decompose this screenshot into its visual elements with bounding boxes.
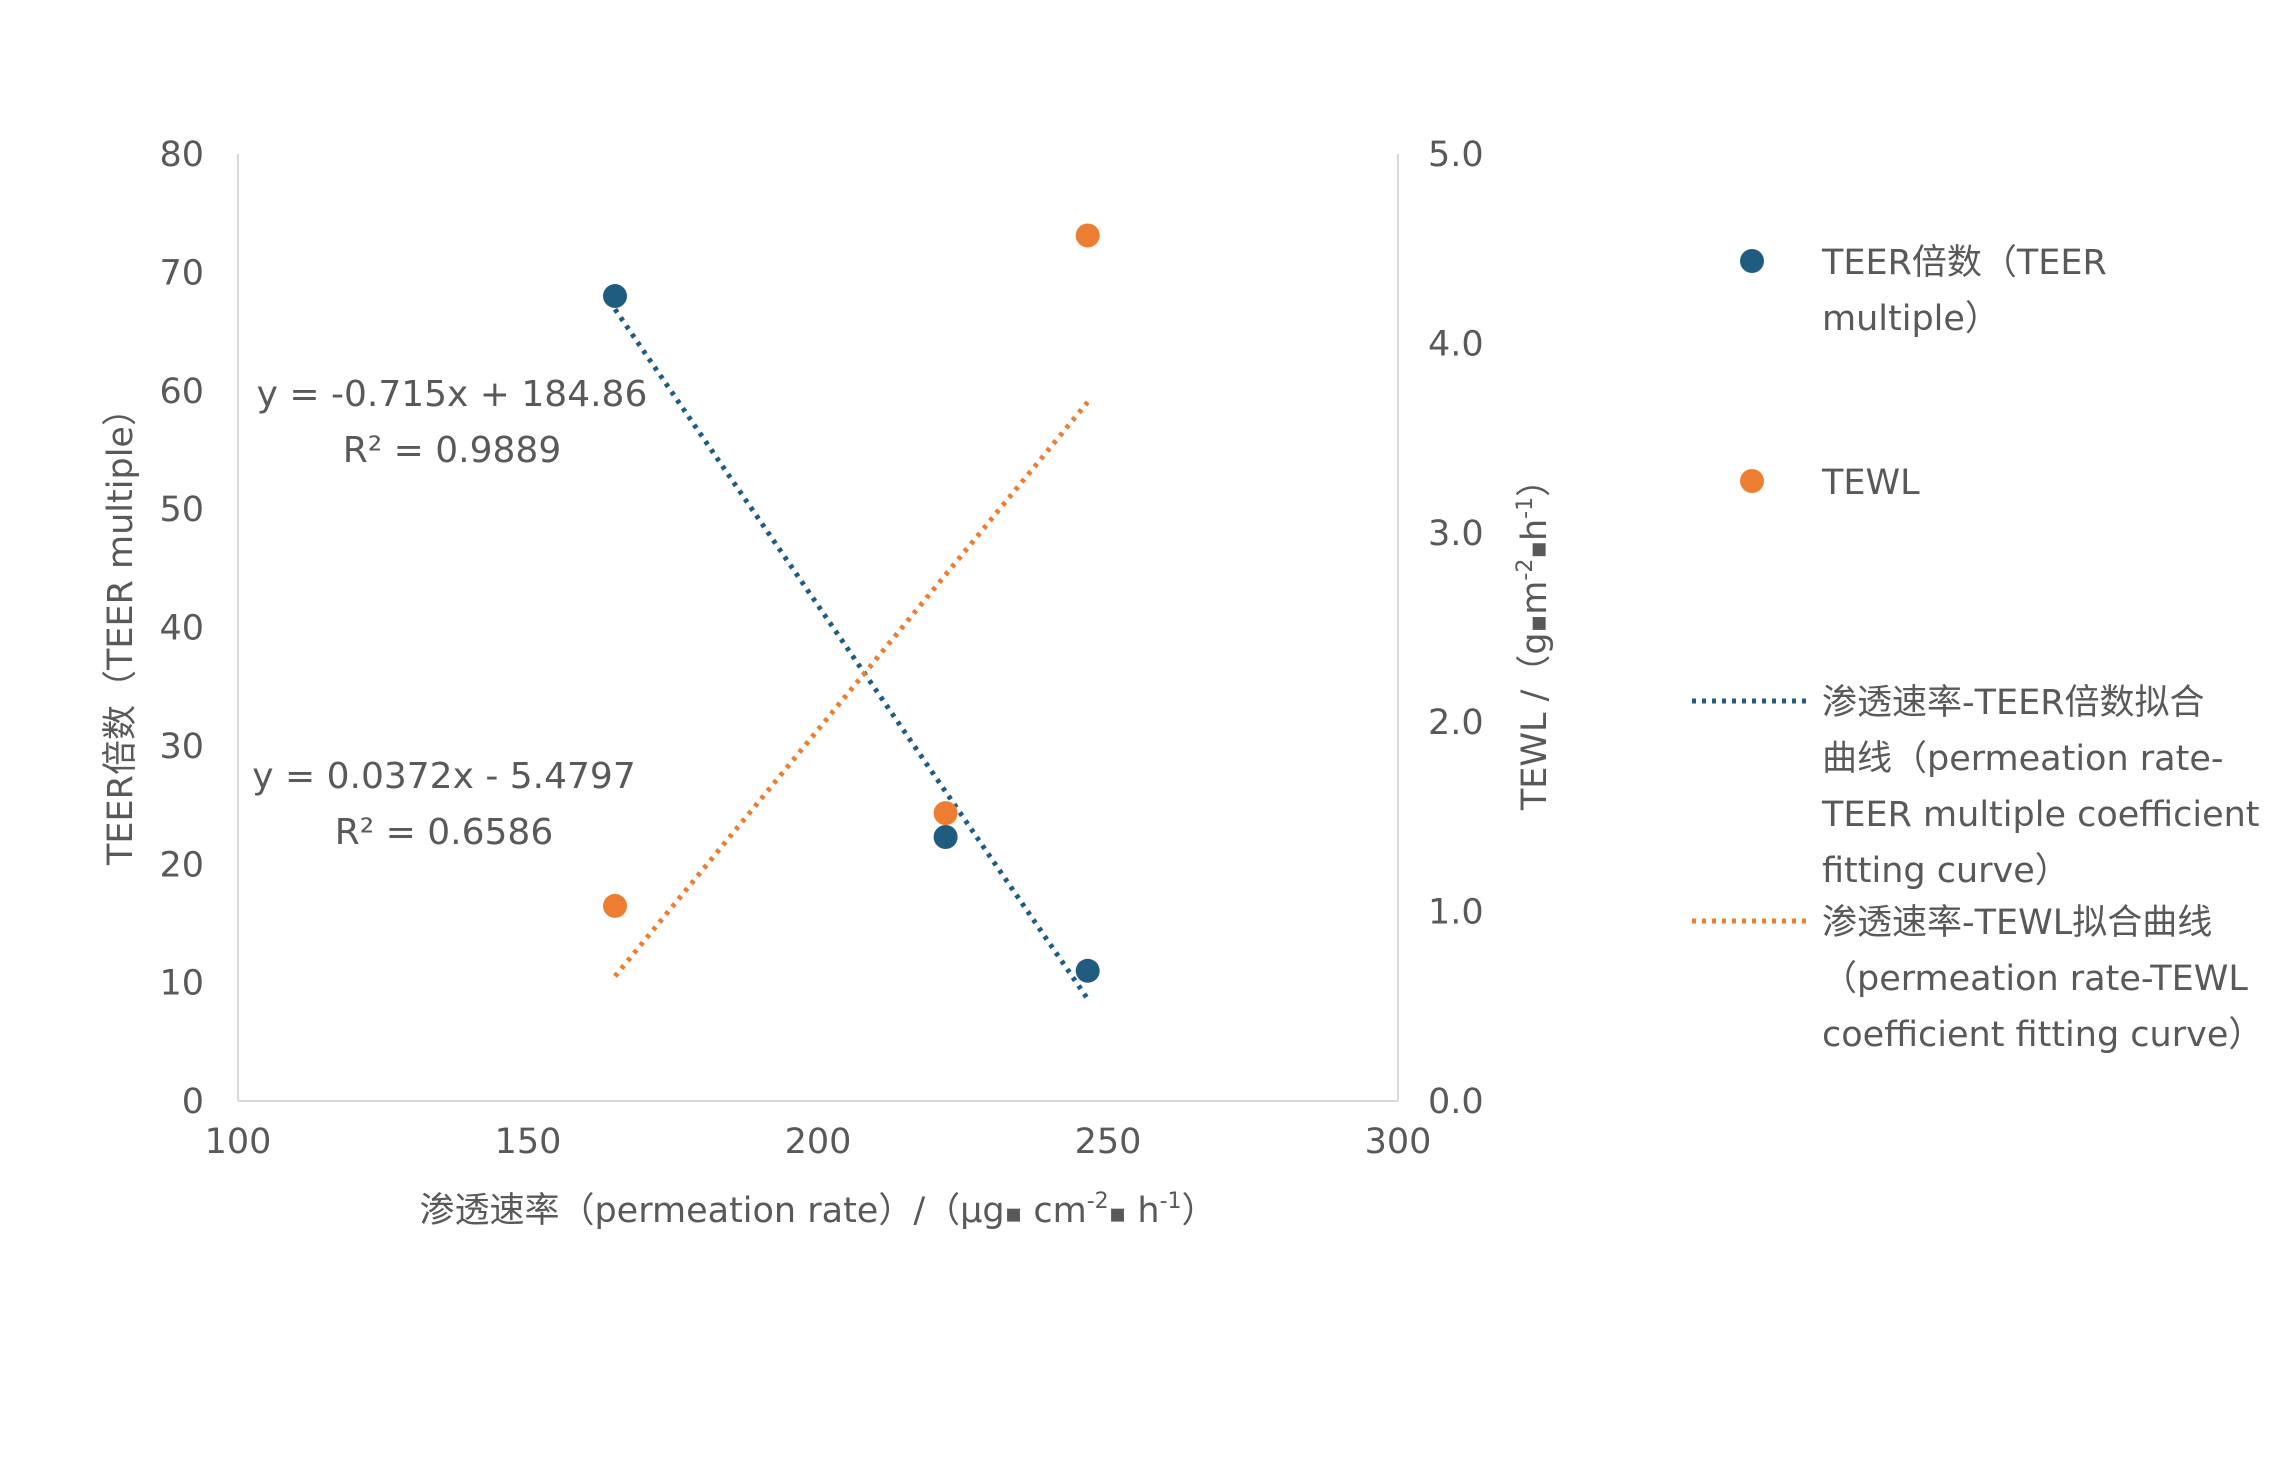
y-axis-left-title: TEER倍数（TEER multiple） [101, 391, 141, 866]
x-axis-title-dot: ▪ [1109, 1199, 1127, 1229]
x-axis-title-unit: h [1126, 1191, 1159, 1231]
y-axis-right-title-suffix: ） [1515, 462, 1555, 497]
teer-point [933, 825, 958, 850]
y-axis-right-title-unit: h [1515, 519, 1555, 541]
trendlines [612, 307, 1090, 1001]
x-axis-title-unit: cm [1022, 1191, 1086, 1231]
tewl-point [1075, 223, 1100, 248]
y-left-tick-label: 50 [159, 490, 204, 530]
x-axis-title-dot: ▪ [1005, 1199, 1023, 1229]
tewl-point [933, 801, 958, 826]
legend: TEER倍数（TEER multiple） TEWL 渗透速率-TEER倍数拟合曲线（… [1692, 243, 2263, 1055]
legend-label: fitting curve） [1822, 851, 2070, 891]
y-right-tick-label: 2.0 [1428, 703, 1484, 743]
x-tick-label: 250 [1075, 1122, 1142, 1162]
data-points [603, 223, 1100, 983]
labels: y = -0.715x + 184.86 R² = 0.9889 y = 0.037… [252, 374, 647, 853]
y-right-tick-label: 4.0 [1428, 324, 1484, 364]
y-left-tick-label: 40 [159, 609, 204, 649]
y-right-tick-label: 5.0 [1428, 135, 1484, 175]
x-axis-title-sup: -1 [1160, 1189, 1182, 1214]
y-right-tick-label: 3.0 [1428, 514, 1484, 554]
x-tick-label: 100 [205, 1122, 272, 1162]
legend-label: TEWL [1821, 463, 1920, 503]
trendline-equation: y = 0.0372x - 5.4797 [252, 756, 635, 797]
axes: 100 150 200 250 300 0 10 20 30 40 50 60 70 80 0.0 1.0 2.… [101, 135, 1555, 1231]
y-axis-right-title-sup: -1 [1513, 497, 1538, 519]
x-axis-title: 渗透速率（permeation rate）/（μg▪ cm-2▪ h-1） [419, 1189, 1216, 1231]
legend-label: 渗透速率-TEER倍数拟合 [1822, 683, 2205, 723]
y-axis-right-title-unit: m [1515, 581, 1555, 615]
y-left-tick-label: 70 [159, 253, 204, 293]
legend-label: multiple） [1822, 299, 2000, 339]
y-right-tick-label: 0.0 [1428, 1082, 1484, 1122]
y-axis-right-title-sup: -2 [1513, 559, 1538, 581]
legend-label: coefficient fitting curve） [1822, 1015, 2263, 1055]
legend-label: TEER倍数（TEER [1821, 243, 2107, 283]
x-axis-title-suffix: ） [1182, 1191, 1217, 1231]
trendline-r-squared: R² = 0.6586 [335, 812, 553, 853]
y-left-tick-label: 10 [159, 964, 204, 1004]
y-left-tick-label: 0 [182, 1082, 204, 1122]
y-right-tick-label: 1.0 [1428, 893, 1484, 933]
y-left-tick-label: 20 [159, 845, 204, 885]
y-axis-right-title-dot: ▪ [1523, 541, 1553, 559]
legend-marker-dot [1740, 469, 1764, 493]
trendline-teer [612, 307, 1090, 1001]
trendline-equation: y = -0.715x + 184.86 [257, 374, 648, 415]
teer-point [1075, 958, 1100, 983]
x-axis-title-prefix: 渗透速率（permeation rate）/（μg [419, 1191, 1004, 1231]
legend-label: 曲线（permeation rate- [1822, 739, 2224, 779]
y-axis-right-title-dot: ▪ [1523, 615, 1553, 633]
y-left-tick-label: 30 [159, 727, 204, 767]
x-tick-label: 300 [1365, 1122, 1432, 1162]
trendline-tewl [613, 400, 1090, 978]
y-left-tick-label: 60 [159, 372, 204, 412]
y-axis-right-title: TEWL /（g▪m-2▪h-1） [1513, 462, 1555, 811]
legend-label: TEER multiple coefficient [1821, 795, 2260, 835]
x-axis-title-sup: -2 [1087, 1189, 1109, 1214]
teer-point [603, 284, 627, 309]
legend-label: 渗透速率-TEWL拟合曲线 [1822, 903, 2212, 943]
trendline-r-squared: R² = 0.9889 [343, 430, 561, 471]
x-tick-label: 150 [495, 1122, 562, 1162]
legend-marker-dot [1740, 249, 1764, 273]
legend-label: （permeation rate-TEWL [1822, 959, 2248, 999]
y-left-tick-label: 80 [159, 135, 204, 175]
x-tick-label: 200 [785, 1122, 852, 1162]
tewl-point [603, 893, 627, 918]
y-axis-right-title-prefix: TEWL /（g [1515, 632, 1555, 811]
